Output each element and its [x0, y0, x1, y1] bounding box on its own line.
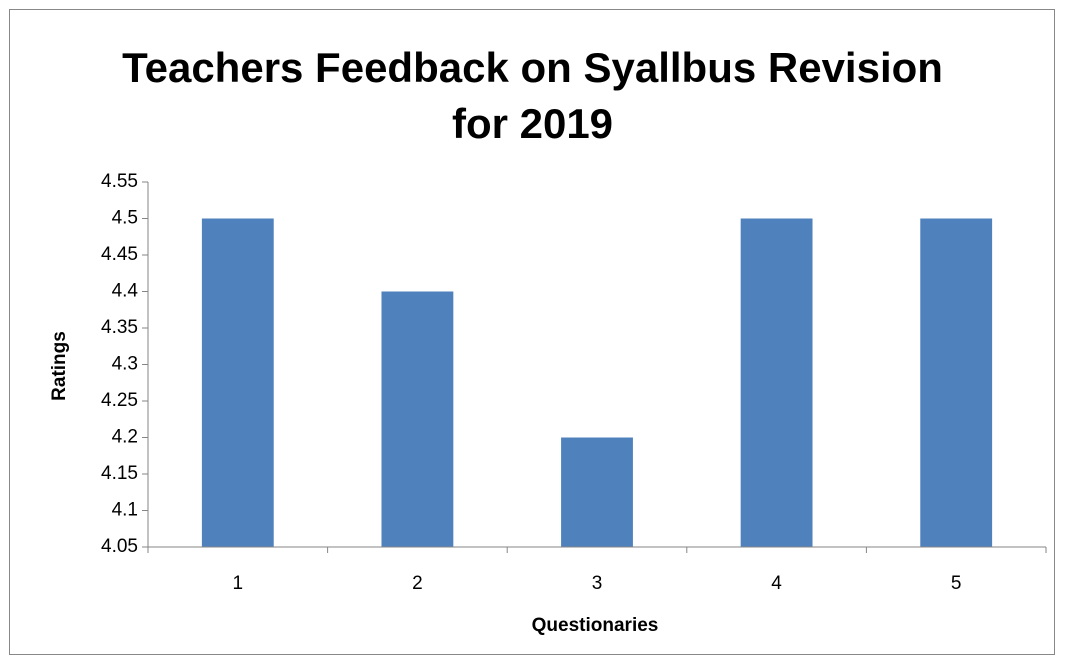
x-tick-label: 2: [412, 573, 423, 594]
bar: [920, 218, 993, 547]
x-tick-label: 4: [771, 573, 782, 594]
y-tick-label: 4.5: [112, 208, 138, 229]
y-tick-label: 4.25: [101, 390, 138, 411]
y-tick-label: 4.35: [101, 317, 138, 338]
bar: [381, 291, 454, 547]
y-tick-label: 4.2: [112, 427, 138, 448]
y-axis-label: Ratings: [49, 331, 70, 401]
x-tick-label: 3: [592, 573, 603, 594]
y-tick-label: 4.3: [112, 354, 138, 375]
y-tick-label: 4.55: [101, 171, 138, 192]
x-tick-label: 1: [233, 573, 244, 594]
y-tick-label: 4.4: [112, 281, 139, 302]
x-axis-label: Questionaries: [532, 615, 659, 636]
x-tick-label: 5: [951, 573, 962, 594]
y-tick-label: 4.05: [101, 536, 138, 557]
bar: [561, 437, 633, 547]
bar: [740, 218, 813, 547]
y-tick-label: 4.1: [112, 500, 138, 521]
y-tick-label: 4.45: [101, 244, 138, 265]
chart-title: Teachers Feedback on Syallbus Revision f…: [122, 44, 943, 147]
y-tick-label: 4.15: [101, 463, 138, 484]
bar: [201, 218, 274, 547]
